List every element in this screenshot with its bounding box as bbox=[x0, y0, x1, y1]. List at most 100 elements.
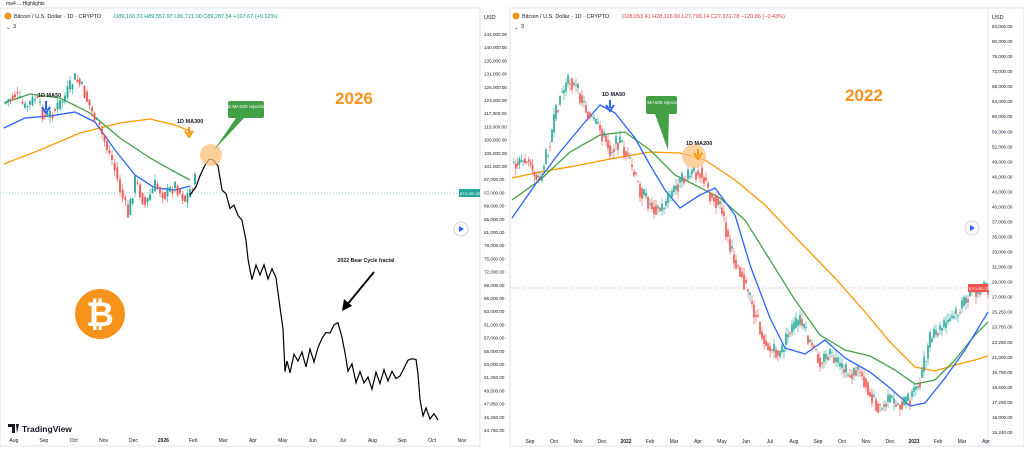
candle-body bbox=[713, 197, 715, 202]
candle-body bbox=[159, 187, 161, 194]
candle-body bbox=[573, 82, 575, 85]
left-x-tick: Jul bbox=[339, 438, 345, 444]
candle-body bbox=[563, 90, 565, 94]
left-ma100-line bbox=[3, 93, 191, 181]
candle-body bbox=[621, 140, 623, 142]
candle-body bbox=[76, 79, 79, 82]
candle-body bbox=[783, 349, 785, 352]
candle-body bbox=[184, 195, 186, 202]
candle-body bbox=[909, 400, 911, 405]
candle-body bbox=[949, 318, 951, 322]
candle-body bbox=[51, 116, 54, 118]
candle-body bbox=[524, 158, 526, 164]
right-ma200-line bbox=[511, 151, 989, 372]
candle-body bbox=[943, 320, 945, 328]
candle-body bbox=[789, 332, 791, 335]
candle-body bbox=[88, 99, 91, 106]
candle-body bbox=[595, 118, 597, 124]
right-y-tick: 49,000.00 bbox=[992, 159, 1013, 164]
indicators-toggle-icon[interactable]: ⌄ bbox=[514, 25, 519, 31]
candle-body bbox=[54, 109, 56, 111]
candle-body bbox=[129, 199, 132, 216]
ma50-arrow-icon bbox=[41, 101, 51, 115]
candle-body bbox=[667, 192, 669, 204]
candle-body bbox=[839, 363, 841, 367]
candle-body bbox=[693, 167, 695, 172]
candle-body bbox=[745, 279, 747, 284]
right-price-tag-text: BTCUSD 27,931.78 bbox=[969, 287, 1001, 291]
candle-body bbox=[817, 354, 819, 363]
candle-body bbox=[867, 382, 869, 396]
candle-body bbox=[514, 164, 517, 169]
candle-body bbox=[144, 197, 146, 205]
right-x-tick: Mar bbox=[670, 439, 679, 445]
tradingview-brand: TradingView bbox=[22, 424, 72, 434]
left-projection-line bbox=[189, 158, 439, 421]
candle-body bbox=[527, 159, 530, 162]
right-x-axis: Sep Oct Nov Dec 2022 Feb Mar Apr May Jun Jul Aug Sep… bbox=[526, 439, 991, 445]
right-y-tick: 35,000.00 bbox=[992, 235, 1013, 240]
candle-body bbox=[809, 339, 811, 343]
left-ma300-annotation: 1D MA300 bbox=[177, 119, 203, 125]
candle-body bbox=[835, 357, 837, 362]
candle-body bbox=[691, 169, 693, 175]
right-y-tick: 29,000.00 bbox=[992, 280, 1013, 285]
left-x-tick: Oct bbox=[70, 438, 78, 444]
candle-body bbox=[565, 82, 567, 92]
candle-body bbox=[559, 96, 561, 105]
right-indicators-count[interactable]: 3 bbox=[521, 24, 524, 30]
left-indicators-count[interactable]: 3 bbox=[13, 24, 16, 30]
candle-body bbox=[171, 190, 174, 194]
right-x-tick: Sep bbox=[814, 439, 823, 445]
candle-body bbox=[631, 164, 633, 167]
candle-body bbox=[649, 203, 651, 205]
bitcoin-logo-icon: ₿ bbox=[75, 289, 125, 339]
candle-body bbox=[821, 362, 823, 365]
candle-body bbox=[547, 155, 549, 157]
right-y-tick: 60,000.00 bbox=[992, 114, 1013, 119]
candle-body bbox=[913, 387, 915, 392]
candle-body bbox=[781, 345, 783, 353]
candle-body bbox=[156, 183, 159, 189]
candle-body bbox=[699, 173, 701, 178]
candle-body bbox=[703, 177, 705, 184]
left-y-tick: 140,000.00 bbox=[484, 45, 507, 50]
right-x-tick: Oct bbox=[550, 439, 558, 445]
candle-body bbox=[879, 404, 881, 406]
left-price-tag bbox=[459, 189, 480, 197]
left-y-tick: 66,000.00 bbox=[484, 296, 505, 301]
candle-body bbox=[141, 192, 144, 205]
candle-body bbox=[843, 369, 845, 373]
candle-body bbox=[907, 393, 909, 401]
candle-body bbox=[593, 117, 595, 120]
candle-body bbox=[801, 319, 803, 326]
candle-body bbox=[555, 105, 557, 120]
svg-text:₿: ₿ bbox=[86, 296, 114, 334]
right-y-axis: 84,000.00 80,000.00 76,000.00 72,000.00 68,0… bbox=[992, 24, 1013, 435]
right-axis-title: USD bbox=[992, 15, 1004, 21]
candle-body bbox=[59, 99, 61, 110]
candle-body bbox=[571, 78, 573, 90]
right-y-tick: 16,000.00 bbox=[992, 415, 1013, 420]
candle-body bbox=[677, 184, 679, 192]
play-icon bbox=[970, 225, 975, 231]
candle-body bbox=[827, 356, 829, 361]
candle-body bbox=[965, 297, 967, 304]
candle-body bbox=[915, 386, 917, 390]
candle-body bbox=[871, 393, 873, 404]
candle-body bbox=[727, 230, 729, 237]
candle-body bbox=[56, 102, 59, 110]
right-y-tick: 64,000.00 bbox=[992, 99, 1013, 104]
right-y-tick: 37,000.00 bbox=[992, 219, 1013, 224]
ma200-arrow-icon bbox=[693, 149, 703, 161]
right-ohlc: O28,053.41 H28,116.60 L27,799.14 C27,931… bbox=[622, 14, 785, 20]
candle-body bbox=[749, 292, 751, 296]
indicators-toggle-icon[interactable]: ⌄ bbox=[6, 25, 11, 31]
candle-body bbox=[731, 246, 733, 249]
left-x-tick: Aug bbox=[10, 438, 19, 444]
candle-body bbox=[21, 101, 24, 104]
candle-body bbox=[931, 338, 933, 343]
candle-body bbox=[520, 160, 523, 162]
candle-body bbox=[589, 112, 591, 118]
